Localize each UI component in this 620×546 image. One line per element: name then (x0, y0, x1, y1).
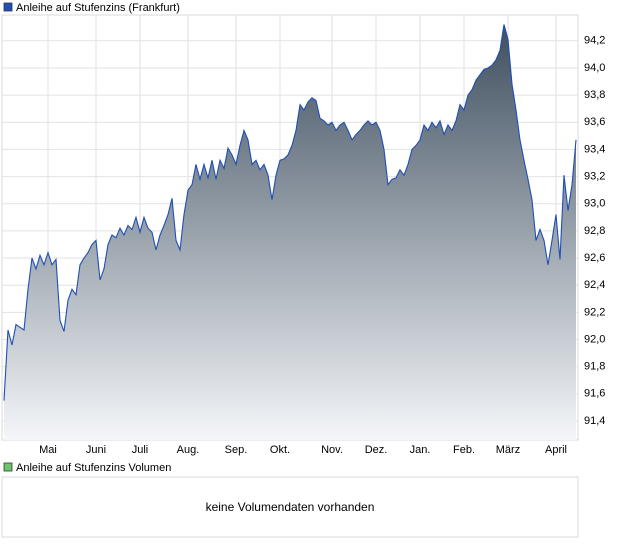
x-tick-label: Okt. (270, 444, 290, 456)
y-tick-label: 91,8 (584, 361, 605, 373)
legend-swatch (3, 462, 13, 472)
y-tick-label: 92,0 (584, 333, 605, 345)
y-tick-label: 92,2 (584, 306, 605, 318)
x-tick-label: Sep. (225, 444, 248, 456)
y-tick-label: 91,6 (584, 388, 605, 400)
y-tick-label: 93,6 (584, 116, 605, 128)
y-tick-label: 93,8 (584, 89, 605, 101)
y-tick-label: 93,4 (584, 143, 605, 155)
x-tick-label: Feb. (453, 444, 475, 456)
annotation: keine Volumendaten vorhanden (206, 500, 375, 514)
x-tick-label: Juni (86, 444, 106, 456)
volume-panel (1, 476, 579, 538)
y-tick-label: 92,8 (584, 225, 605, 237)
legend-swatch (3, 2, 13, 12)
x-tick-label: Nov. (321, 444, 343, 456)
y-tick-label: 92,4 (584, 279, 605, 291)
y-tick-label: 93,2 (584, 170, 605, 182)
price-line (3, 24, 577, 401)
x-tick-label: Dez. (365, 444, 388, 456)
x-tick-label: Mai (39, 444, 57, 456)
x-tick-label: April (545, 444, 567, 456)
legend-label: Anleihe auf Stufenzins Volumen (16, 462, 171, 474)
x-tick-label: Aug. (177, 444, 200, 456)
y-tick-label: 92,6 (584, 252, 605, 264)
x-tick-label: Jan. (410, 444, 431, 456)
y-tick-label: 94,2 (584, 35, 605, 47)
x-tick-label: Juli (132, 444, 149, 456)
x-tick-label: März (496, 444, 520, 456)
y-tick-label: 91,4 (584, 415, 605, 427)
y-tick-label: 93,0 (584, 198, 605, 210)
y-tick-label: 94,0 (584, 62, 605, 74)
legend-label: Anleihe auf Stufenzins (Frankfurt) (16, 2, 180, 14)
area-fill (4, 24, 576, 440)
